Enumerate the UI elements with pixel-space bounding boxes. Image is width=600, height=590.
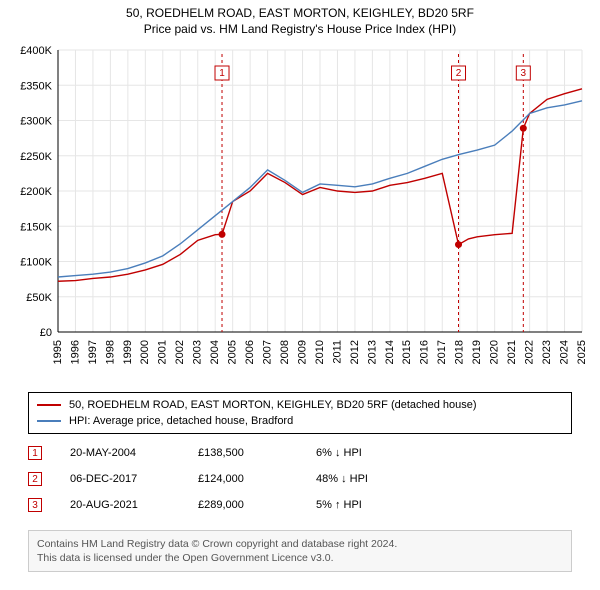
svg-text:2002: 2002 bbox=[174, 340, 186, 364]
svg-text:£50K: £50K bbox=[26, 292, 52, 304]
svg-text:2000: 2000 bbox=[139, 340, 151, 364]
svg-text:£0: £0 bbox=[40, 327, 52, 339]
svg-text:2008: 2008 bbox=[279, 340, 291, 364]
svg-text:2012: 2012 bbox=[349, 340, 361, 364]
legend-swatch bbox=[37, 420, 61, 422]
legend-swatch bbox=[37, 404, 61, 406]
svg-text:£350K: £350K bbox=[20, 80, 52, 92]
svg-text:1995: 1995 bbox=[52, 340, 64, 364]
event-row: 3 20-AUG-2021 £289,000 5% ↑ HPI bbox=[28, 492, 572, 518]
event-price: £138,500 bbox=[198, 447, 288, 459]
legend: 50, ROEDHELM ROAD, EAST MORTON, KEIGHLEY… bbox=[28, 392, 572, 434]
svg-text:2022: 2022 bbox=[524, 340, 536, 364]
svg-text:£400K: £400K bbox=[20, 45, 52, 57]
event-marker-icon: 1 bbox=[28, 446, 42, 460]
svg-text:£250K: £250K bbox=[20, 151, 52, 163]
svg-text:2001: 2001 bbox=[157, 340, 169, 364]
svg-text:2009: 2009 bbox=[296, 340, 308, 364]
svg-text:2019: 2019 bbox=[471, 340, 483, 364]
event-marker-icon: 3 bbox=[28, 498, 42, 512]
event-row: 2 06-DEC-2017 £124,000 48% ↓ HPI bbox=[28, 466, 572, 492]
svg-text:1: 1 bbox=[219, 68, 225, 79]
svg-text:2003: 2003 bbox=[192, 340, 204, 364]
svg-text:3: 3 bbox=[521, 68, 527, 79]
event-price: £124,000 bbox=[198, 473, 288, 485]
event-date: 20-MAY-2004 bbox=[70, 447, 170, 459]
events-table: 1 20-MAY-2004 £138,500 6% ↓ HPI 2 06-DEC… bbox=[28, 440, 572, 518]
event-date: 20-AUG-2021 bbox=[70, 499, 170, 511]
svg-text:2006: 2006 bbox=[244, 340, 256, 364]
svg-text:2010: 2010 bbox=[314, 340, 326, 364]
svg-text:2023: 2023 bbox=[541, 340, 553, 364]
svg-text:£300K: £300K bbox=[20, 116, 52, 128]
svg-text:2: 2 bbox=[456, 68, 462, 79]
footer-line: This data is licensed under the Open Gov… bbox=[37, 551, 563, 565]
title-sub: Price paid vs. HM Land Registry's House … bbox=[0, 22, 600, 36]
event-delta: 5% ↑ HPI bbox=[316, 499, 436, 511]
legend-label: HPI: Average price, detached house, Brad… bbox=[69, 415, 293, 427]
chart-titles: 50, ROEDHELM ROAD, EAST MORTON, KEIGHLEY… bbox=[0, 0, 600, 36]
event-delta: 6% ↓ HPI bbox=[316, 447, 436, 459]
svg-text:2014: 2014 bbox=[384, 340, 396, 364]
svg-text:2024: 2024 bbox=[558, 340, 570, 364]
svg-text:2018: 2018 bbox=[454, 340, 466, 364]
legend-item: 50, ROEDHELM ROAD, EAST MORTON, KEIGHLEY… bbox=[37, 397, 563, 413]
legend-item: HPI: Average price, detached house, Brad… bbox=[37, 413, 563, 429]
svg-text:2004: 2004 bbox=[209, 340, 221, 364]
line-chart: £0 £50K £100K £150K £200K £250K £300K £350K £400… bbox=[10, 42, 590, 382]
svg-text:2020: 2020 bbox=[489, 340, 501, 364]
svg-text:1998: 1998 bbox=[104, 340, 116, 364]
event-marker-icon: 2 bbox=[28, 472, 42, 486]
event-date: 06-DEC-2017 bbox=[70, 473, 170, 485]
svg-text:2005: 2005 bbox=[227, 340, 239, 364]
footer-line: Contains HM Land Registry data © Crown c… bbox=[37, 537, 563, 551]
title-main: 50, ROEDHELM ROAD, EAST MORTON, KEIGHLEY… bbox=[0, 6, 600, 20]
svg-text:2021: 2021 bbox=[506, 340, 518, 364]
event-row: 1 20-MAY-2004 £138,500 6% ↓ HPI bbox=[28, 440, 572, 466]
svg-text:£200K: £200K bbox=[20, 186, 52, 198]
footer-attribution: Contains HM Land Registry data © Crown c… bbox=[28, 530, 572, 572]
svg-text:2015: 2015 bbox=[401, 340, 413, 364]
svg-text:2016: 2016 bbox=[419, 340, 431, 364]
svg-text:1996: 1996 bbox=[69, 340, 81, 364]
svg-text:2017: 2017 bbox=[436, 340, 448, 364]
chart-area: £0 £50K £100K £150K £200K £250K £300K £350K £400… bbox=[10, 42, 590, 382]
svg-text:2013: 2013 bbox=[366, 340, 378, 364]
svg-text:£150K: £150K bbox=[20, 221, 52, 233]
svg-text:2025: 2025 bbox=[576, 340, 588, 364]
legend-label: 50, ROEDHELM ROAD, EAST MORTON, KEIGHLEY… bbox=[69, 399, 477, 411]
event-delta: 48% ↓ HPI bbox=[316, 473, 436, 485]
svg-text:£100K: £100K bbox=[20, 257, 52, 269]
svg-text:2007: 2007 bbox=[262, 340, 274, 364]
svg-text:1997: 1997 bbox=[87, 340, 99, 364]
svg-text:2011: 2011 bbox=[331, 340, 343, 364]
svg-text:1999: 1999 bbox=[122, 340, 134, 364]
event-price: £289,000 bbox=[198, 499, 288, 511]
